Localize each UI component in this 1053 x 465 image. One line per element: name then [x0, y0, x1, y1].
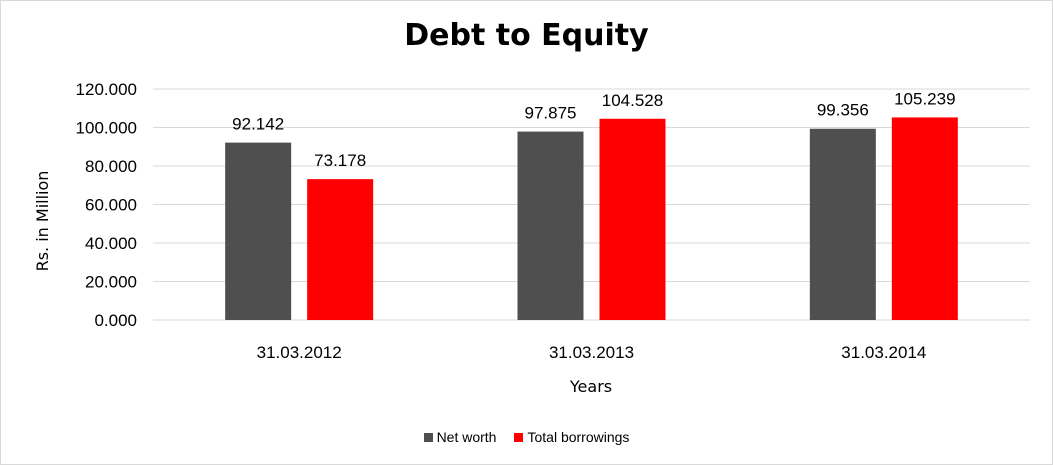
legend-label-networth: Net worth — [436, 429, 497, 445]
x-tick-label: 31.03.2012 — [257, 343, 342, 362]
data-label: 92.142 — [232, 115, 284, 134]
gridlines — [153, 88, 1030, 321]
bar-networth-2 — [809, 128, 876, 320]
x-tick-label: 31.03.2013 — [549, 343, 634, 362]
bars — [225, 117, 958, 321]
legend-swatch-networth — [423, 432, 433, 442]
bar-borrowings-0 — [307, 179, 374, 320]
legend-swatch-borrowings — [514, 432, 524, 442]
bar-networth-0 — [225, 142, 292, 320]
y-tick-label: 80.000 — [85, 157, 137, 176]
y-tick-label: 40.000 — [85, 234, 137, 253]
data-label: 104.528 — [602, 91, 663, 110]
data-label: 99.356 — [817, 101, 869, 120]
y-tick-label: 100.000 — [76, 119, 137, 138]
y-tick-label: 20.000 — [85, 273, 137, 292]
data-label: 73.178 — [314, 151, 366, 170]
legend: Net worth Total borrowings — [0, 429, 1053, 445]
legend-label-borrowings: Total borrowings — [527, 429, 630, 445]
x-tick-label: 31.03.2014 — [841, 343, 926, 362]
y-tick-label: 0.000 — [94, 311, 137, 330]
data-labels: 92.142 73.178 97.875 104.528 99.356 105.239 — [232, 89, 955, 170]
y-axis-title: Rs. in Million — [33, 171, 52, 272]
data-label: 105.239 — [894, 89, 955, 108]
x-tick-labels: 31.03.2012 31.03.2013 31.03.2014 — [257, 343, 927, 362]
bar-borrowings-1 — [599, 118, 666, 320]
bar-borrowings-2 — [891, 117, 958, 321]
y-tick-label: 60.000 — [85, 196, 137, 215]
data-label: 97.875 — [525, 104, 577, 123]
legend-item-borrowings: Total borrowings — [514, 429, 629, 445]
y-tick-label: 120.000 — [76, 80, 137, 99]
bar-networth-1 — [517, 131, 584, 320]
x-axis-title: Years — [569, 377, 612, 396]
legend-item-networth: Net worth — [423, 429, 497, 445]
chart-title: Debt to Equity — [404, 18, 649, 53]
y-tick-labels: 0.000 20.000 40.000 60.000 80.000 100.000 120.… — [76, 80, 137, 330]
